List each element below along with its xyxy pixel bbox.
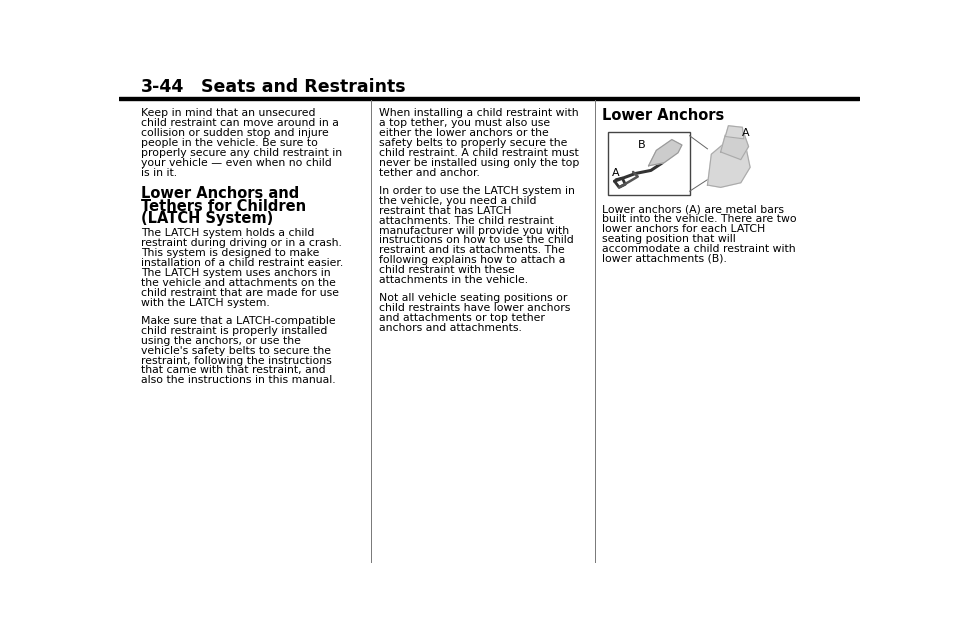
- Text: child restraints have lower anchors: child restraints have lower anchors: [378, 303, 570, 313]
- Text: lower attachments (B).: lower attachments (B).: [601, 254, 726, 264]
- Text: properly secure any child restraint in: properly secure any child restraint in: [141, 148, 342, 158]
- Polygon shape: [724, 126, 743, 139]
- Text: A: A: [612, 168, 619, 178]
- Text: The LATCH system holds a child: The LATCH system holds a child: [141, 228, 314, 238]
- Text: In order to use the LATCH system in: In order to use the LATCH system in: [378, 186, 574, 196]
- Text: with the LATCH system.: with the LATCH system.: [141, 297, 270, 308]
- Text: either the lower anchors or the: either the lower anchors or the: [378, 128, 548, 138]
- Text: Tethers for Children: Tethers for Children: [141, 198, 306, 214]
- Text: built into the vehicle. There are two: built into the vehicle. There are two: [601, 214, 796, 224]
- Text: This system is designed to make: This system is designed to make: [141, 248, 319, 258]
- Text: and attachments or top tether: and attachments or top tether: [378, 313, 544, 323]
- Text: vehicle's safety belts to secure the: vehicle's safety belts to secure the: [141, 346, 331, 355]
- Text: child restraint can move around in a: child restraint can move around in a: [141, 118, 338, 128]
- Text: restraint during driving or in a crash.: restraint during driving or in a crash.: [141, 238, 341, 248]
- Text: also the instructions in this manual.: also the instructions in this manual.: [141, 375, 335, 385]
- Text: is in it.: is in it.: [141, 168, 177, 177]
- Text: that came with that restraint, and: that came with that restraint, and: [141, 366, 325, 375]
- Text: lower anchors for each LATCH: lower anchors for each LATCH: [601, 224, 764, 234]
- Text: When installing a child restraint with: When installing a child restraint with: [378, 108, 578, 118]
- Text: your vehicle — even when no child: your vehicle — even when no child: [141, 158, 332, 168]
- Polygon shape: [720, 133, 748, 160]
- Text: Lower Anchors: Lower Anchors: [601, 108, 723, 123]
- Text: safety belts to properly secure the: safety belts to properly secure the: [378, 138, 567, 148]
- Text: restraint and its attachments. The: restraint and its attachments. The: [378, 246, 564, 255]
- Text: a top tether, you must also use: a top tether, you must also use: [378, 118, 550, 128]
- Text: Keep in mind that an unsecured: Keep in mind that an unsecured: [141, 108, 315, 118]
- Text: seating position that will: seating position that will: [601, 234, 735, 244]
- Text: attachments in the vehicle.: attachments in the vehicle.: [378, 275, 527, 285]
- Text: anchors and attachments.: anchors and attachments.: [378, 323, 521, 333]
- Polygon shape: [648, 140, 681, 166]
- Text: child restraint is properly installed: child restraint is properly installed: [141, 326, 327, 336]
- Text: The LATCH system uses anchors in: The LATCH system uses anchors in: [141, 268, 331, 278]
- Text: instructions on how to use the child: instructions on how to use the child: [378, 235, 573, 246]
- Text: tether and anchor.: tether and anchor.: [378, 168, 479, 177]
- Text: Lower anchors (A) are metal bars: Lower anchors (A) are metal bars: [601, 204, 783, 214]
- Text: child restraint that are made for use: child restraint that are made for use: [141, 288, 338, 298]
- Text: people in the vehicle. Be sure to: people in the vehicle. Be sure to: [141, 138, 317, 148]
- Text: restraint, following the instructions: restraint, following the instructions: [141, 355, 332, 366]
- Text: attachments. The child restraint: attachments. The child restraint: [378, 216, 553, 226]
- Text: (LATCH System): (LATCH System): [141, 211, 273, 226]
- Text: restraint that has LATCH: restraint that has LATCH: [378, 205, 511, 216]
- Text: collision or sudden stop and injure: collision or sudden stop and injure: [141, 128, 329, 138]
- Text: Not all vehicle seating positions or: Not all vehicle seating positions or: [378, 293, 567, 304]
- Text: accommodate a child restraint with: accommodate a child restraint with: [601, 244, 795, 254]
- Text: Lower Anchors and: Lower Anchors and: [141, 186, 299, 201]
- Text: installation of a child restraint easier.: installation of a child restraint easier…: [141, 258, 343, 268]
- Text: Seats and Restraints: Seats and Restraints: [200, 78, 405, 96]
- Text: A: A: [741, 128, 749, 138]
- Text: child restraint with these: child restraint with these: [378, 265, 514, 275]
- Text: following explains how to attach a: following explains how to attach a: [378, 255, 565, 265]
- Text: 3-44: 3-44: [141, 78, 184, 96]
- Text: never be installed using only the top: never be installed using only the top: [378, 158, 578, 168]
- Text: child restraint. A child restraint must: child restraint. A child restraint must: [378, 148, 578, 158]
- Text: Make sure that a LATCH-compatible: Make sure that a LATCH-compatible: [141, 316, 335, 326]
- Text: manufacturer will provide you with: manufacturer will provide you with: [378, 226, 568, 235]
- Text: using the anchors, or use the: using the anchors, or use the: [141, 336, 300, 346]
- Text: B: B: [637, 140, 644, 150]
- Polygon shape: [707, 141, 749, 188]
- Bar: [608, 132, 689, 195]
- Text: the vehicle and attachments on the: the vehicle and attachments on the: [141, 278, 335, 288]
- Text: the vehicle, you need a child: the vehicle, you need a child: [378, 196, 536, 206]
